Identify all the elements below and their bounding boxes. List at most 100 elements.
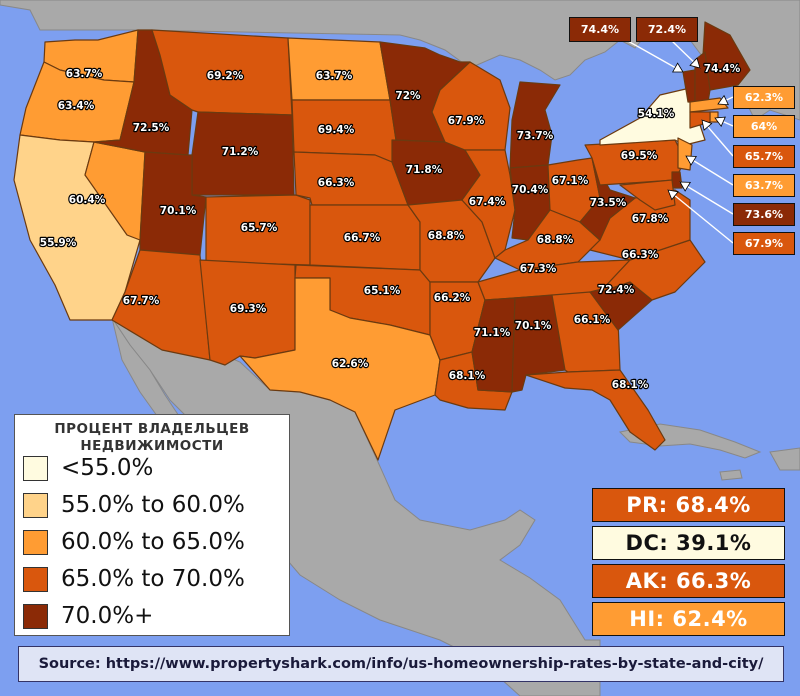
state-label-ga: 66.1% [574, 314, 611, 326]
callout-ri: 64% [733, 115, 795, 138]
state-label-id: 72.5% [133, 122, 170, 134]
legend: ПРОЦЕНТ ВЛАДЕЛЬЦЕВ НЕДВИЖИМОСТИ <55.0% 5… [14, 414, 290, 636]
callout-arrow-md [667, 189, 679, 201]
legend-item: 55.0% to 60.0% [23, 491, 245, 519]
legend-item: 60.0% to 65.0% [23, 528, 245, 556]
callout-connector-de [679, 181, 734, 215]
state-label-nv: 60.4% [69, 194, 106, 206]
legend-swatch [23, 603, 48, 629]
state-label-ks: 66.7% [344, 232, 381, 244]
state-label-ia: 71.8% [406, 164, 443, 176]
state-label-oh: 67.1% [552, 175, 589, 187]
state-label-nm: 69.3% [230, 303, 267, 315]
state-label-wa: 63.7% [66, 68, 103, 80]
callout-de: 73.6% [733, 203, 795, 226]
state-label-me: 74.4% [704, 63, 741, 75]
callout-arrow-ct [701, 119, 713, 131]
callout-arrow-ma [717, 94, 729, 106]
state-wy [191, 111, 295, 196]
state-label-mn: 72% [395, 90, 421, 102]
callout-nj: 63.7% [733, 174, 795, 197]
legend-label: <55.0% [61, 455, 154, 481]
state-label-ms: 71.1% [474, 327, 511, 339]
state-label-mt: 69.2% [207, 70, 244, 82]
state-ny [599, 87, 706, 146]
callout-ct: 65.7% [733, 145, 795, 168]
state-label-ca: 55.9% [40, 237, 77, 249]
state-label-nc: 66.3% [622, 249, 659, 261]
callout-connector-vt [627, 40, 684, 73]
legend-label: 60.0% to 65.0% [61, 529, 245, 555]
callout-connector-md [667, 189, 734, 244]
state-de [671, 171, 683, 189]
callout-md: 67.9% [733, 232, 795, 255]
legend-swatch [23, 455, 48, 481]
state-label-ut: 70.1% [160, 205, 197, 217]
legend-item: 70.0%+ [23, 602, 153, 630]
state-label-nd: 63.7% [316, 70, 353, 82]
state-label-fl: 68.1% [612, 379, 649, 391]
state-label-wv: 73.5% [590, 197, 627, 209]
callout-arrow-vt [672, 62, 684, 73]
state-label-ne: 66.3% [318, 177, 355, 189]
state-label-ky: 68.8% [537, 234, 574, 246]
callout-arrow-de [679, 181, 691, 192]
state-label-sd: 69.4% [318, 124, 355, 136]
state-mi [509, 81, 561, 169]
callout-vt: 74.4% [569, 17, 631, 42]
legend-title: ПРОЦЕНТ ВЛАДЕЛЬЦЕВ НЕДВИЖИМОСТИ [15, 421, 289, 455]
state-label-la: 68.1% [449, 370, 486, 382]
callout-arrow-nh [689, 57, 701, 69]
state-tx [239, 277, 441, 461]
state-label-wi: 67.9% [448, 115, 485, 127]
state-nd [287, 37, 391, 101]
callout-nh: 72.4% [636, 17, 698, 42]
callout-arrow-ri [714, 116, 726, 128]
state-label-mi: 73.7% [517, 130, 554, 142]
state-ct [689, 111, 711, 129]
state-label-az: 67.7% [123, 295, 160, 307]
territory-pr: PR: 68.4% [592, 488, 785, 522]
territory-ak: AK: 66.3% [592, 564, 785, 598]
state-md [619, 179, 676, 211]
state-label-va: 67.8% [632, 213, 669, 225]
state-ma [689, 97, 729, 113]
state-fl [525, 369, 666, 451]
legend-swatch [23, 492, 48, 518]
territory-hi: HI: 62.4% [592, 602, 785, 636]
legend-swatch [23, 529, 48, 555]
state-az [111, 249, 211, 361]
state-pa [584, 139, 686, 186]
state-label-wy: 71.2% [222, 146, 259, 158]
legend-title-line1: ПРОЦЕНТ ВЛАДЕЛЬЦЕВ [54, 421, 250, 437]
state-label-tx: 62.6% [332, 358, 369, 370]
state-label-ar: 66.2% [434, 292, 471, 304]
hispaniola-land [769, 447, 800, 471]
legend-title-line2: НЕДВИЖИМОСТИ [80, 438, 224, 454]
state-label-or: 63.4% [58, 100, 95, 112]
state-label-ok: 65.1% [364, 285, 401, 297]
callout-ma: 62.3% [733, 86, 795, 109]
state-label-in: 70.4% [512, 184, 549, 196]
state-label-il: 67.4% [469, 196, 506, 208]
state-label-ny: 54.1% [638, 108, 675, 120]
state-label-sc: 72.4% [598, 284, 635, 296]
legend-label: 70.0%+ [61, 603, 154, 629]
state-label-tn: 67.3% [520, 263, 557, 275]
source-caption: Source: https://www.propertyshark.com/in… [18, 646, 784, 682]
jamaica-land [719, 469, 743, 481]
legend-label: 55.0% to 60.0% [61, 492, 245, 518]
state-label-mo: 68.8% [428, 230, 465, 242]
callout-arrow-nj [685, 155, 697, 166]
legend-swatch [23, 566, 48, 592]
state-wv [579, 157, 636, 241]
legend-item: <55.0% [23, 454, 153, 482]
legend-label: 65.0% to 70.0% [61, 566, 245, 592]
state-label-pa: 69.5% [621, 150, 658, 162]
state-label-al: 70.1% [515, 320, 552, 332]
legend-item: 65.0% to 70.0% [23, 565, 245, 593]
state-label-co: 65.7% [241, 222, 278, 234]
territory-dc: DC: 39.1% [592, 526, 785, 560]
state-nj [677, 137, 693, 171]
